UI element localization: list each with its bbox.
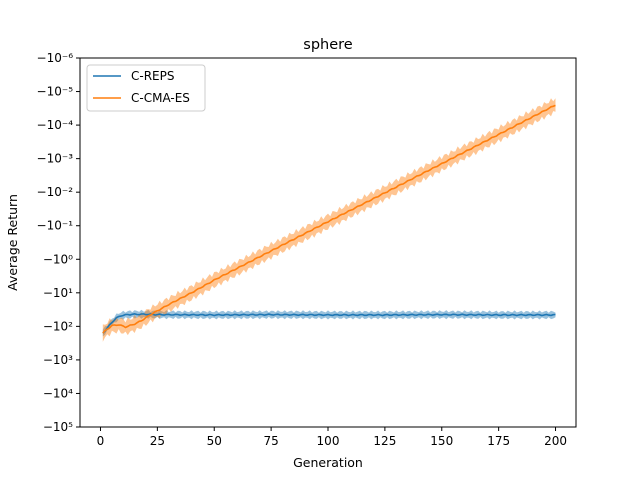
x-axis-label: Generation	[293, 455, 363, 470]
y-tick-label: −10⁻¹	[37, 219, 74, 233]
y-tick-label: −10⁻⁶	[37, 51, 74, 65]
x-tick-label: 50	[207, 434, 222, 448]
y-tick-label: −10⁻³	[37, 152, 74, 166]
band-c-reps	[102, 309, 556, 337]
y-axis-label: Average Return	[5, 194, 20, 291]
y-tick-label: −10⁻²	[37, 185, 74, 199]
legend-label-c-cma-es: C-CMA-ES	[131, 91, 190, 105]
x-tick-label: 0	[97, 434, 105, 448]
x-tick-label: 100	[317, 434, 340, 448]
y-tick-label: −10⁴	[43, 386, 73, 400]
x-tick-label: 25	[150, 434, 165, 448]
line-c-reps	[102, 312, 556, 334]
band-c-cma-es	[102, 98, 556, 342]
x-tick-label: 175	[487, 434, 510, 448]
x-tick-label: 150	[430, 434, 453, 448]
y-tick-label: −10⁰	[43, 252, 73, 266]
y-tick-label: −10⁵	[43, 420, 73, 434]
y-tick-label: −10⁻⁵	[37, 85, 74, 99]
legend-label-c-reps: C-REPS	[131, 69, 174, 83]
chart-title: sphere	[303, 37, 353, 53]
x-tick-label: 125	[373, 434, 396, 448]
legend: C-REPS C-CMA-ES	[86, 64, 206, 112]
line-c-cma-es	[102, 104, 556, 334]
y-tick-label: −10⁻⁴	[37, 118, 74, 132]
x-tick-label: 75	[263, 434, 278, 448]
y-tick-label: −10²	[43, 319, 73, 333]
y-tick-label: −10¹	[43, 286, 73, 300]
x-tick-label: 200	[544, 434, 567, 448]
y-tick-label: −10³	[43, 353, 73, 367]
